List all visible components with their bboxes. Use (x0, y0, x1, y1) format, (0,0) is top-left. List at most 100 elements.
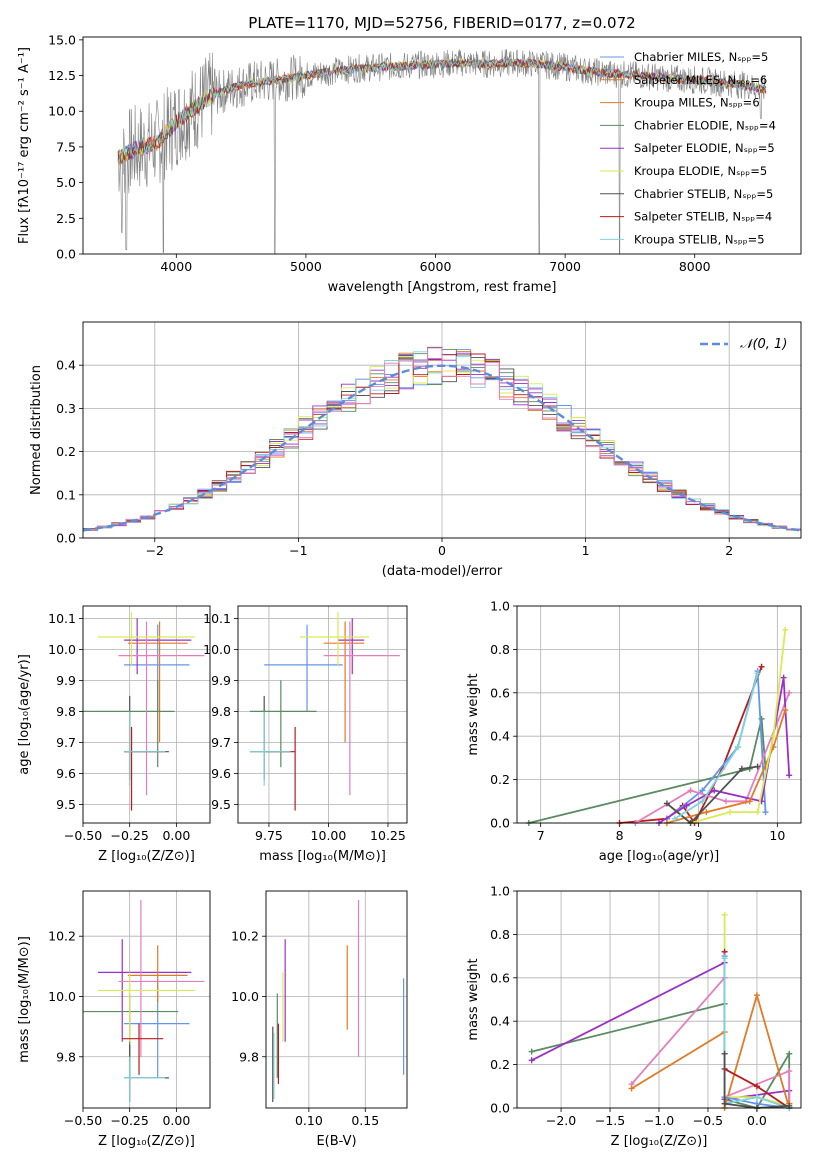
legend-label: Kroupa ELODIE, Nₛₚₚ=5 (634, 164, 767, 178)
x-tick-label: 0 (438, 543, 446, 558)
x-tick-label: −1.0 (644, 1113, 674, 1128)
weight_vs_Z-panel: −2.0 −1.5 −1.0 −0.5 0.0 0.0 0.2 0.4 0.6 0.8 1.0 Z [… (466, 884, 802, 1149)
x-tick-label: −2.0 (546, 1113, 576, 1128)
y-tick-label: 10.2 (48, 929, 76, 944)
y-tick-label: 0.8 (490, 642, 510, 657)
y-tick-label: 1.0 (490, 884, 510, 899)
mass_vs_EBV-panel: 0.10 0.15 9.8 10.0 10.2 E(B-V) (231, 890, 408, 1149)
histogram-steps (83, 346, 801, 533)
y-tick-label: 0.8 (490, 927, 510, 942)
legend-label: Chabrier ELODIE, Nₛₚₚ=4 (634, 118, 776, 132)
legend-label: Chabrier STELIB, Nₛₚₚ=5 (634, 187, 773, 201)
x-axis-label: E(B-V) (316, 1134, 356, 1149)
y-tick-label: 10.0 (203, 642, 231, 657)
y-tick-label: 9.7 (211, 735, 231, 750)
y-tick-label: 0.2 (56, 444, 76, 459)
x-tick-label: 2 (725, 543, 733, 558)
x-tick-label: 1 (582, 543, 590, 558)
age_vs_mass-panel: 9.75 10.00 10.25 9.5 9.6 9.7 9.8 9.9 10.0 10.1 mas… (203, 605, 408, 864)
x-tick-label: 8 (616, 828, 624, 843)
y-tick-label: 12.5 (48, 68, 76, 83)
legend-label: Kroupa STELIB, Nₛₚₚ=5 (634, 232, 765, 246)
x-tick-label: 5000 (290, 259, 322, 274)
y-axis-label: Normed distribution (29, 365, 44, 495)
y-tick-label: 9.8 (239, 1049, 259, 1064)
y-tick-label: 9.8 (56, 704, 76, 719)
x-tick-label: 7 (537, 828, 545, 843)
weight-series-line (666, 765, 758, 825)
y-tick-label: 0.4 (490, 729, 510, 744)
spectrum-legend: Chabrier MILES, Nₛₚₚ=5 Salpeter MILES, Nₛ… (600, 50, 776, 246)
y-tick-label: 9.6 (56, 766, 76, 781)
legend-label: Salpeter ELODIE, Nₛₚₚ=5 (634, 141, 775, 155)
y-tick-label: 0.2 (490, 1057, 510, 1072)
weight-series-line (723, 1053, 790, 1109)
x-axis-label: Z [log₁₀(Z/Z⊙)] (98, 1134, 195, 1149)
legend-label: Chabrier MILES, Nₛₚₚ=5 (634, 50, 768, 64)
axes-frame (82, 890, 211, 1109)
legend-label: Salpeter MILES, Nₛₚₚ=6 (634, 73, 767, 87)
weight-series-line (658, 677, 791, 824)
model-spectrum-line (117, 57, 767, 162)
y-tick-label: 15.0 (48, 32, 76, 47)
y-tick-label: 9.8 (211, 704, 231, 719)
y-tick-label: 0.6 (490, 970, 510, 985)
weight-lines (528, 911, 793, 1111)
normal-curve (83, 364, 801, 532)
mass_vs_Z-panel: −0.50 −0.25 0.00 9.8 10.0 10.2 Z [log₁₀(Z/Z⊙)]… (17, 890, 211, 1149)
x-tick-label: 10.00 (311, 828, 347, 843)
axes-frame (265, 890, 408, 1109)
errorbars (272, 900, 405, 1102)
axes-frame (237, 605, 408, 824)
y-axis-label: Flux [fλ10⁻¹⁷ erg cm⁻² s⁻¹ A⁻¹] (17, 47, 32, 244)
x-axis-label: (data-model)/error (382, 564, 503, 579)
errorbars (83, 900, 205, 1102)
x-tick-label: 6000 (420, 259, 452, 274)
x-axis-label: Z [log₁₀(Z/Z⊙)] (611, 1134, 708, 1149)
y-tick-label: 0.2 (490, 772, 510, 787)
x-tick-label: −1.5 (595, 1113, 625, 1128)
y-tick-label: 0.6 (490, 685, 510, 700)
y-tick-label: 0.4 (490, 1014, 510, 1029)
weight-lines (525, 626, 793, 826)
y-tick-label: 0.3 (56, 401, 76, 416)
x-tick-label: 0.00 (162, 828, 190, 843)
x-axis-label: age [log₁₀(age/yr)] (599, 849, 720, 864)
y-tick-label: 0.1 (56, 487, 76, 502)
axes-frame (82, 36, 802, 255)
histogram-series (83, 347, 801, 533)
weight_vs_age-panel: 7 8 9 10 0.0 0.2 0.4 0.6 0.8 1.0 age [log₁₀(age/yr… (466, 599, 802, 864)
y-axis-label: mass weight (466, 958, 481, 1040)
weight-series-line (723, 958, 790, 1109)
y-tick-label: 0.4 (56, 358, 76, 373)
x-tick-label: 0.10 (295, 1113, 323, 1128)
x-tick-label: −0.50 (64, 1113, 102, 1128)
y-tick-label: 9.7 (56, 735, 76, 750)
weight-series-line (634, 692, 791, 824)
y-axis-label: mass [log₁₀(M/M⊙)] (17, 936, 32, 1063)
x-tick-label: 9 (694, 828, 702, 843)
x-tick-label: −2 (146, 543, 164, 558)
x-tick-label: −0.50 (64, 828, 102, 843)
legend-label: Salpeter STELIB, Nₛₚₚ=4 (634, 210, 772, 224)
x-tick-label: 10 (769, 828, 785, 843)
x-tick-label: 8000 (679, 259, 711, 274)
y-tick-label: 9.6 (211, 766, 231, 781)
errorbars (249, 612, 400, 811)
axes-frame (82, 321, 802, 539)
x-tick-label: 9.75 (255, 828, 283, 843)
y-axis-label: age [log₁₀(age/yr)] (17, 654, 32, 775)
y-tick-label: 0.0 (56, 247, 76, 262)
weight-series-line (674, 673, 759, 820)
spectrum-panel: 4000 5000 6000 7000 8000 0.0 2.5 5.0 7.5 10.0 12.5… (17, 14, 802, 295)
y-tick-label: 0.0 (56, 531, 76, 546)
x-axis-label: Z [log₁₀(Z/Z⊙)] (98, 849, 195, 864)
y-tick-label: 9.9 (211, 673, 231, 688)
x-axis-label: mass [log₁₀(M/M⊙)] (259, 849, 386, 864)
x-tick-label: 0.15 (351, 1113, 379, 1128)
x-tick-label: −0.25 (111, 1113, 149, 1128)
x-axis-label: wavelength [Angstrom, rest frame] (328, 280, 557, 295)
chart-title: PLATE=1170, MJD=52756, FIBERID=0177, z=0… (248, 14, 635, 32)
y-tick-label: 7.5 (56, 139, 76, 154)
